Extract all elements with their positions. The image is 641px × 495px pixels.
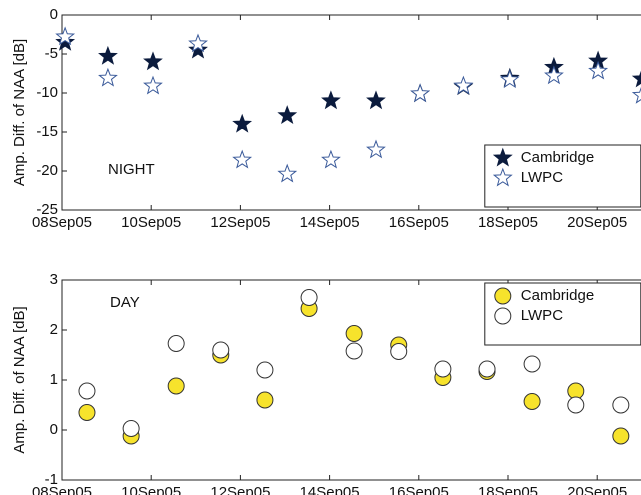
y-tick-label: 0 xyxy=(50,6,58,23)
star-marker xyxy=(188,39,208,59)
circle-marker xyxy=(212,341,230,359)
circle-marker xyxy=(167,335,185,352)
x-tick-label: 12Sep05 xyxy=(210,214,270,231)
star-marker xyxy=(631,87,641,104)
y-tick-label: 1 xyxy=(50,371,58,388)
x-tick-label: 16Sep05 xyxy=(389,484,449,495)
circle-marker xyxy=(612,427,630,445)
annotation: NIGHT xyxy=(108,161,155,178)
circle-marker xyxy=(167,377,185,395)
x-tick-label: 18Sep05 xyxy=(478,484,538,495)
x-tick-label: 08Sep05 xyxy=(32,214,92,231)
circle-marker xyxy=(494,287,512,305)
x-tick-label: 14Sep05 xyxy=(300,214,360,231)
y-axis-label: Amp. Diff. of NAA [dB] xyxy=(11,306,28,453)
y-tick-label: 3 xyxy=(50,271,58,288)
legend-label: Cambridge xyxy=(521,149,594,166)
star-marker xyxy=(453,75,474,95)
star-marker xyxy=(321,90,341,110)
star-marker xyxy=(55,26,76,46)
star-marker xyxy=(232,149,253,169)
circle-marker xyxy=(345,342,363,360)
circle-marker xyxy=(390,343,408,360)
circle-marker xyxy=(122,420,140,437)
star-marker xyxy=(588,60,609,80)
circle-marker xyxy=(345,325,363,342)
star-marker xyxy=(277,163,298,183)
legend-label: LWPC xyxy=(521,307,563,324)
star-marker xyxy=(98,67,118,87)
y-axis-label: Amp. Diff. of NAA [dB] xyxy=(11,39,28,186)
x-tick-label: 20Sep05 xyxy=(567,214,627,231)
circle-marker xyxy=(78,404,96,421)
star-marker xyxy=(143,75,163,95)
star-marker xyxy=(321,149,341,169)
legend-label: LWPC xyxy=(521,169,563,186)
circle-marker xyxy=(567,396,585,414)
circle-marker xyxy=(78,382,96,400)
x-tick-label: 20Sep05 xyxy=(567,484,627,495)
circle-marker xyxy=(256,391,274,409)
circle-marker xyxy=(523,355,541,373)
axes-frame xyxy=(61,14,641,211)
x-tick-label: 12Sep05 xyxy=(210,484,270,495)
star-marker xyxy=(631,70,641,88)
annotation: DAY xyxy=(110,294,140,311)
y-tick-label: -25 xyxy=(36,201,58,218)
circle-marker xyxy=(478,360,496,378)
x-tick-label: 10Sep05 xyxy=(121,484,181,495)
y-tick-label: -15 xyxy=(36,123,58,140)
circle-marker xyxy=(612,396,630,414)
star-marker xyxy=(98,45,118,65)
circle-marker xyxy=(300,289,318,306)
circle-marker xyxy=(494,307,512,325)
x-tick-label: 16Sep05 xyxy=(389,214,449,231)
x-tick-label: 08Sep05 xyxy=(32,484,92,495)
circle-marker xyxy=(256,361,274,379)
y-tick-label: -10 xyxy=(36,84,58,101)
star-marker xyxy=(492,147,513,167)
circle-marker xyxy=(523,393,541,410)
y-tick-label: 0 xyxy=(50,421,58,438)
star-marker xyxy=(55,31,76,51)
y-tick-label: -20 xyxy=(36,162,58,179)
y-tick-label: -1 xyxy=(45,471,58,488)
star-marker xyxy=(277,105,298,125)
star-marker xyxy=(544,65,564,85)
star-marker xyxy=(366,139,386,159)
star-marker xyxy=(499,69,520,89)
y-tick-label: -5 xyxy=(45,45,58,62)
star-marker xyxy=(143,51,163,71)
star-marker xyxy=(232,113,253,133)
legend-label: Cambridge xyxy=(521,287,594,304)
x-tick-label: 14Sep05 xyxy=(300,484,360,495)
star-marker xyxy=(366,90,386,110)
x-tick-label: 10Sep05 xyxy=(121,214,181,231)
star-marker xyxy=(492,167,513,187)
star-marker xyxy=(188,33,208,53)
star-marker xyxy=(410,83,431,103)
x-tick-label: 18Sep05 xyxy=(478,214,538,231)
y-tick-label: 2 xyxy=(50,321,58,338)
circle-marker xyxy=(434,360,452,378)
